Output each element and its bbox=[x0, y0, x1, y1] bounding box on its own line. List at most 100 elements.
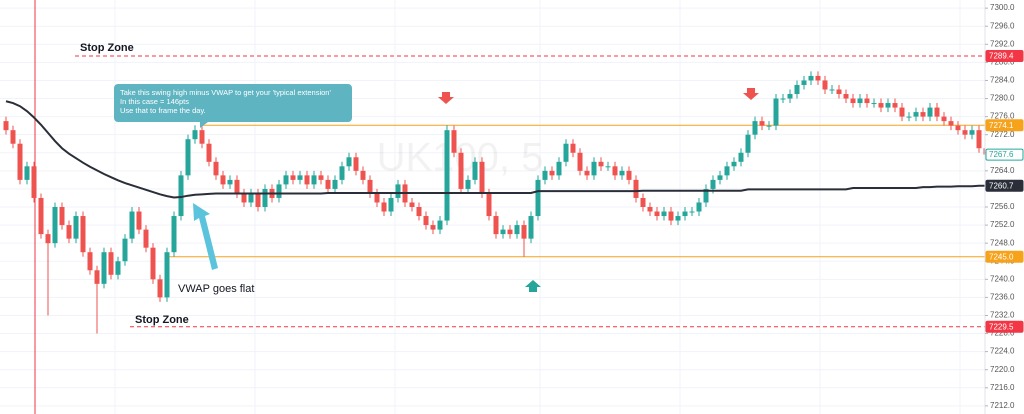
candle-body bbox=[332, 179, 338, 189]
price-axis bbox=[985, 0, 1024, 414]
price-tag-label: 7274.1 bbox=[989, 121, 1014, 130]
candle-body bbox=[654, 211, 660, 217]
candle-body bbox=[570, 143, 576, 153]
candle-body bbox=[318, 175, 324, 180]
candle-body bbox=[780, 98, 786, 100]
candle-body bbox=[199, 130, 205, 144]
y-tick-label: 7228.0 bbox=[990, 329, 1015, 338]
candle-body bbox=[339, 166, 345, 180]
candle-body bbox=[38, 197, 44, 235]
candle-body bbox=[150, 247, 156, 280]
y-tick-label: 7216.0 bbox=[990, 383, 1015, 392]
candle-body bbox=[374, 193, 380, 203]
candle-body bbox=[143, 229, 149, 248]
candle-body bbox=[185, 139, 191, 176]
price-tag bbox=[985, 250, 1024, 263]
candle-body bbox=[626, 170, 632, 180]
candle-body bbox=[178, 175, 184, 217]
candle-body bbox=[521, 225, 527, 239]
candle-body bbox=[87, 252, 93, 271]
candle-body bbox=[689, 211, 695, 213]
candle-body bbox=[381, 202, 387, 212]
candle-body bbox=[745, 134, 751, 153]
y-tick-label: 7240.0 bbox=[990, 274, 1015, 283]
candle-body bbox=[262, 188, 268, 207]
candle-body bbox=[220, 175, 226, 185]
candle-body bbox=[710, 179, 716, 189]
candle-body bbox=[738, 152, 744, 162]
y-tick-label: 7276.0 bbox=[990, 112, 1015, 121]
candle-body bbox=[752, 121, 758, 135]
candle-body bbox=[633, 179, 639, 198]
candle-body bbox=[171, 216, 177, 253]
candle-body bbox=[31, 166, 37, 198]
candle-body bbox=[486, 193, 492, 217]
y-tick-label: 7300.0 bbox=[990, 3, 1015, 12]
candle-body bbox=[976, 130, 982, 149]
candle-body bbox=[45, 234, 51, 244]
price-tag-label: 7267.6 bbox=[989, 150, 1014, 159]
candle-body bbox=[843, 94, 849, 99]
candle-body bbox=[129, 211, 135, 239]
y-tick-label: 7232.0 bbox=[990, 311, 1015, 320]
candle-body bbox=[164, 252, 170, 298]
candle-body bbox=[815, 75, 821, 81]
candle-body bbox=[3, 121, 9, 131]
candle-body bbox=[619, 170, 625, 176]
price-tag bbox=[985, 320, 1024, 333]
candle-body bbox=[395, 184, 401, 198]
y-tick-label: 7256.0 bbox=[990, 202, 1015, 211]
y-tick-label: 7220.0 bbox=[990, 365, 1015, 374]
y-tick-label: 7252.0 bbox=[990, 220, 1015, 229]
candle-body bbox=[353, 157, 359, 171]
candle-body bbox=[871, 103, 877, 105]
candle-body bbox=[234, 179, 240, 194]
price-tag bbox=[985, 50, 1024, 63]
candle-body bbox=[311, 175, 317, 185]
candle-body bbox=[255, 193, 261, 207]
candle-body bbox=[913, 112, 919, 117]
candle-body bbox=[10, 130, 16, 144]
candle-body bbox=[794, 84, 800, 95]
y-tick-label: 7236.0 bbox=[990, 293, 1015, 302]
candle-body bbox=[591, 161, 597, 176]
candle-body bbox=[885, 103, 891, 108]
candle-body bbox=[836, 89, 842, 95]
candle-body bbox=[213, 161, 219, 176]
candle-body bbox=[584, 170, 590, 176]
candle-body bbox=[724, 166, 730, 176]
sell-signal-arrow bbox=[438, 92, 454, 104]
candle-body bbox=[472, 161, 478, 180]
callout-text: In this case = 146pts bbox=[120, 97, 189, 106]
candle-body bbox=[927, 107, 933, 117]
candle-body bbox=[612, 166, 618, 176]
y-tick-label: 7212.0 bbox=[990, 401, 1015, 410]
candle-body bbox=[556, 161, 562, 176]
candle-body bbox=[717, 175, 723, 180]
candle-body bbox=[647, 207, 653, 212]
candle-body bbox=[668, 211, 674, 221]
pointer-arrow bbox=[193, 203, 218, 270]
candle-body bbox=[759, 121, 765, 126]
candle-body bbox=[157, 279, 163, 298]
candle-body bbox=[24, 166, 30, 180]
candle-body bbox=[892, 103, 898, 108]
candle-body bbox=[115, 261, 121, 275]
candle-body bbox=[857, 98, 863, 104]
candle-body bbox=[731, 161, 737, 167]
y-tick-label: 7248.0 bbox=[990, 238, 1015, 247]
stop-zone-label: Stop Zone bbox=[135, 314, 189, 326]
y-tick-label: 7224.0 bbox=[990, 347, 1015, 356]
candle-body bbox=[563, 143, 569, 162]
candle-body bbox=[941, 116, 947, 122]
candle-body bbox=[577, 152, 583, 171]
candle-body bbox=[920, 112, 926, 117]
y-tick-label: 7272.0 bbox=[990, 130, 1015, 139]
candle-body bbox=[206, 143, 212, 162]
candle-body bbox=[52, 207, 58, 244]
y-tick-label: 7296.0 bbox=[990, 21, 1015, 30]
candle-body bbox=[346, 157, 352, 167]
y-tick-label: 7292.0 bbox=[990, 39, 1015, 48]
